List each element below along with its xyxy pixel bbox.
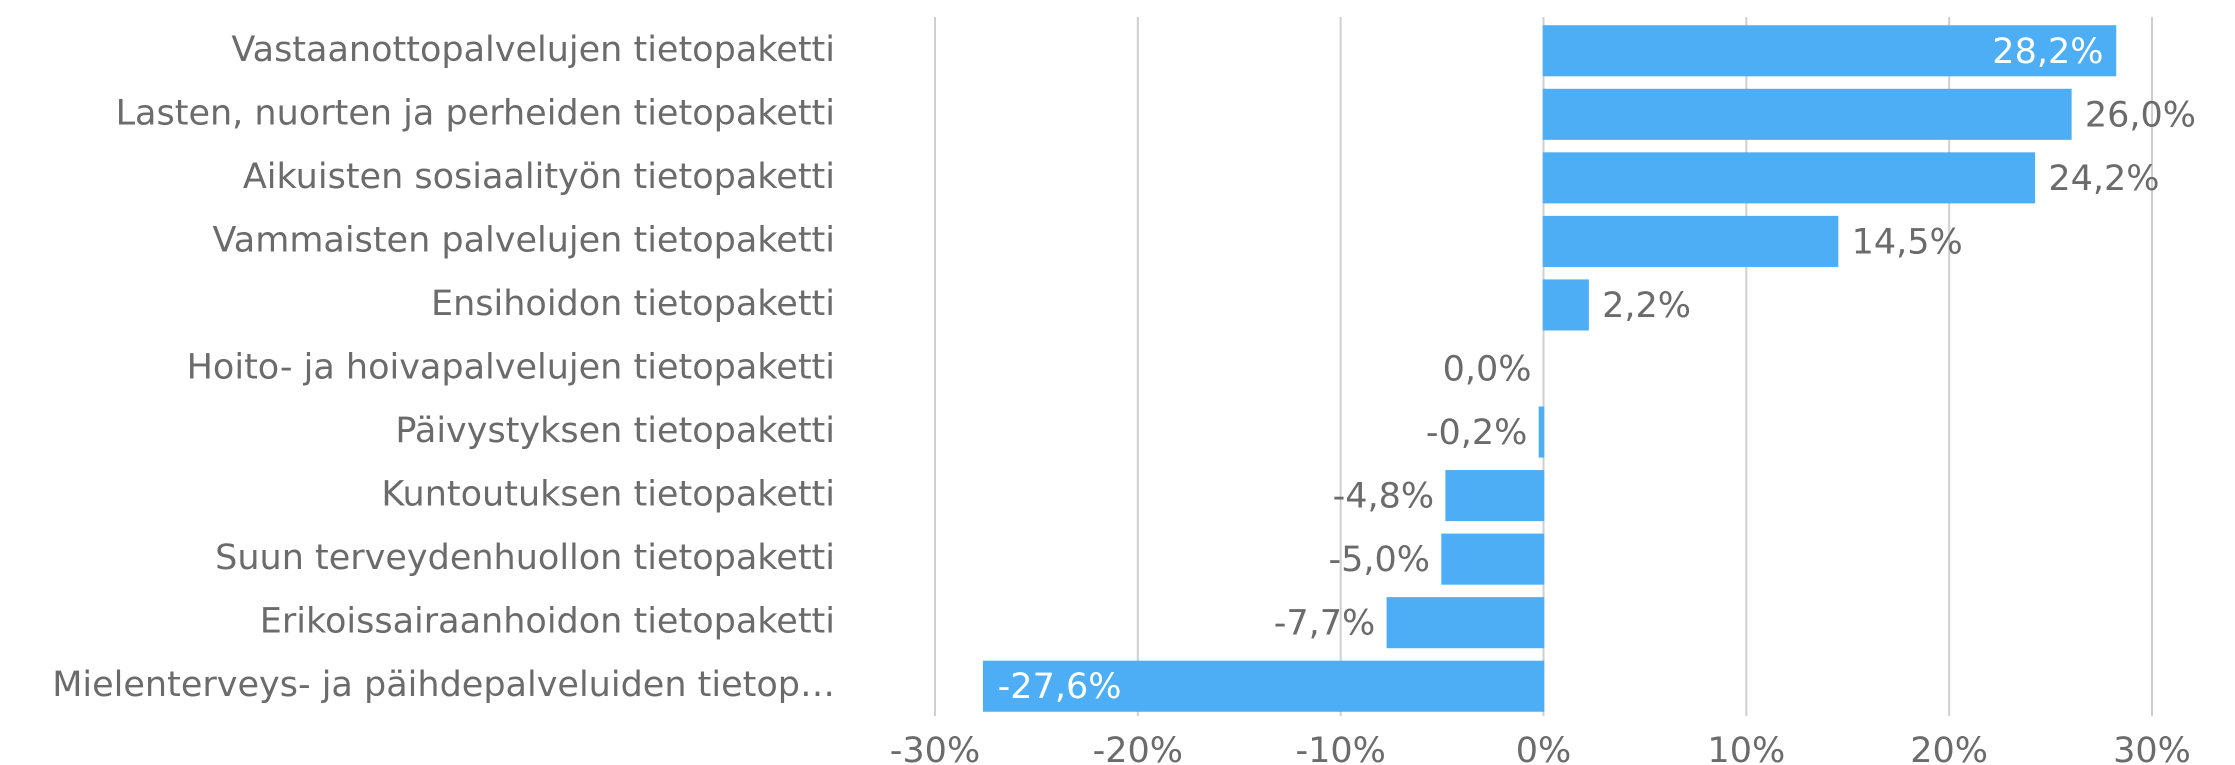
category-label: Ensihoidon tietopaketti bbox=[431, 284, 835, 324]
category-label: Vammaisten palvelujen tietopaketti bbox=[213, 220, 835, 260]
bar bbox=[1542, 152, 2036, 204]
bar bbox=[1542, 88, 2072, 140]
category-label: Vastaanottopalvelujen tietopaketti bbox=[231, 30, 835, 70]
x-tick-label: -10% bbox=[1295, 731, 1385, 765]
bar bbox=[1542, 279, 1589, 331]
bar bbox=[1441, 533, 1545, 585]
x-tick-label: -20% bbox=[1093, 731, 1183, 765]
category-label: Suun terveydenhuollon tietopaketti bbox=[215, 538, 835, 578]
category-label: Lasten, nuorten ja perheiden tietopakett… bbox=[116, 93, 835, 133]
x-tick-label: 10% bbox=[1707, 731, 1785, 765]
category-label: Aikuisten sosiaalityön tietopaketti bbox=[243, 157, 835, 197]
value-label: -0,2% bbox=[1426, 413, 1528, 453]
bar bbox=[1445, 470, 1545, 522]
x-tick-label: -30% bbox=[890, 731, 980, 765]
value-label: -27,6% bbox=[998, 667, 1122, 707]
value-label: 14,5% bbox=[1852, 222, 1963, 262]
value-label: 2,2% bbox=[1602, 286, 1691, 326]
bar bbox=[1542, 215, 1839, 267]
category-label: Päivystyksen tietopaketti bbox=[395, 411, 835, 451]
category-label: Hoito- ja hoivapalvelujen tietopaketti bbox=[187, 348, 835, 388]
x-tick-label: 30% bbox=[2113, 731, 2191, 765]
x-tick-label: 20% bbox=[1910, 731, 1988, 765]
x-tick-label: 0% bbox=[1516, 731, 1572, 765]
value-label: 28,2% bbox=[1992, 32, 2103, 72]
value-label: -4,8% bbox=[1333, 477, 1435, 517]
bar bbox=[1538, 406, 1545, 458]
bar bbox=[982, 660, 1545, 712]
bar bbox=[1542, 25, 2117, 77]
bar bbox=[1386, 597, 1545, 649]
value-label: 0,0% bbox=[1443, 350, 1532, 390]
category-label: Mielenterveys- ja päihdepalveluiden tiet… bbox=[52, 665, 835, 705]
category-label: Kuntoutuksen tietopaketti bbox=[381, 475, 835, 515]
value-label: -7,7% bbox=[1274, 604, 1376, 644]
value-label: 26,0% bbox=[2085, 95, 2196, 135]
value-label: 24,2% bbox=[2048, 159, 2159, 199]
category-label: Erikoissairaanhoidon tietopaketti bbox=[260, 602, 835, 642]
value-label: -5,0% bbox=[1329, 540, 1431, 580]
